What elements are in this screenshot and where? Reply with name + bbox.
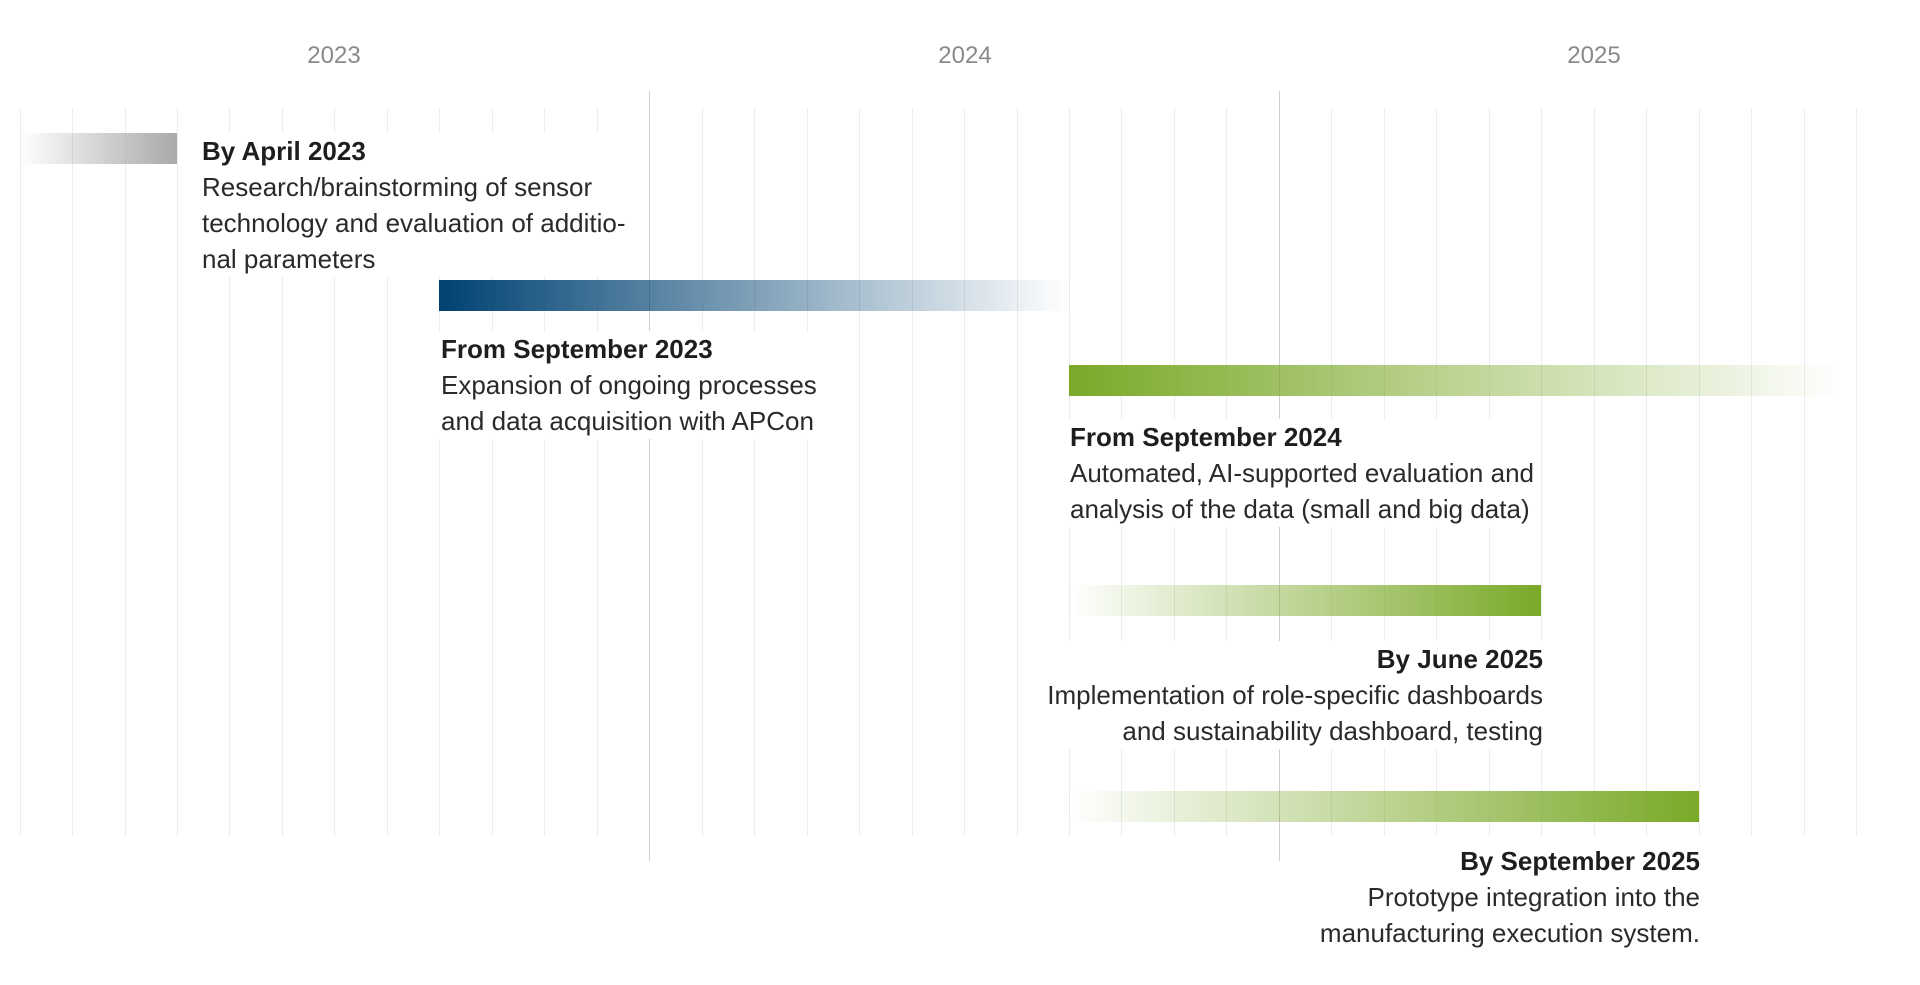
milestone-desc-line: and sustainability dashboard, testing [1122,716,1543,746]
milestone-title: By April 2023 [202,136,366,166]
milestone-bar-april-2023 [19,133,177,164]
year-label-2023: 2023 [307,42,361,69]
month-grid-line [701,108,703,836]
month-grid-line [1016,108,1018,836]
year-label-2025: 2025 [1567,42,1621,69]
milestone-text-september-2024: From September 2024 Automated, AI-suppor… [1064,419,1540,527]
milestone-desc-line: analysis of the data (small and big data… [1070,494,1530,524]
milestone-desc-line: Automated, AI-supported evaluation and [1070,458,1534,488]
milestone-bar-september-2024 [1069,365,1841,396]
month-grid-line [1803,108,1805,836]
month-grid-line [596,108,598,836]
month-grid-line [177,108,178,836]
milestone-desc-line: and data acquisition with APCon [441,406,814,436]
month-grid-line [334,108,336,836]
milestone-desc-line: manufacturing execution system. [1319,918,1700,948]
milestone-desc-line: Implementation of role-specific dashboar… [1047,680,1543,710]
milestone-text-april-2023: By April 2023 Research/brainstorming of … [196,133,632,277]
milestone-text-september-2025: By September 2025 Prototype integration … [1313,843,1706,951]
month-grid-line [859,108,861,836]
milestone-title: From September 2023 [441,334,713,364]
milestone-bar-september-2023 [439,280,1069,311]
milestone-desc-line: Expansion of ongoing processes [441,370,817,400]
month-grid-line [386,108,388,836]
milestone-bar-june-2025 [1069,585,1542,616]
milestone-desc-line: technology and evaluation of additio- [202,208,626,238]
milestone-text-june-2025: By June 2025 Implementation of role-spec… [1041,641,1549,749]
month-grid-line [806,108,808,836]
milestone-desc-line: Prototype integration into the [1367,882,1700,912]
month-grid-line [439,108,441,836]
milestone-title: By June 2025 [1376,644,1543,674]
month-grid-line [491,108,493,836]
month-grid-line [1541,108,1543,836]
month-grid-line [544,108,546,836]
month-grid-line [964,108,966,836]
month-grid-line [1593,108,1595,836]
month-grid-line [281,108,283,836]
year-divider-line [649,91,651,861]
milestone-desc-line: nal parameters [202,244,376,274]
milestone-title: By September 2025 [1460,846,1700,876]
milestone-title: From September 2024 [1070,422,1342,452]
year-label-2024: 2024 [938,42,992,69]
month-grid-line [229,108,231,836]
milestone-bar-september-2025 [1069,791,1699,822]
milestone-desc-line: Research/brainstorming of sensor [202,172,593,202]
month-grid-line [1698,108,1700,836]
month-grid-line [19,108,21,836]
month-grid-line [911,108,913,836]
month-grid-line [754,108,756,836]
month-grid-line [124,108,126,836]
month-grid-line [1646,108,1648,836]
month-grid-line [1856,108,1858,836]
month-grid-line [72,108,74,836]
milestone-text-september-2023: From September 2023 Expansion of ongoing… [435,331,823,439]
month-grid-line [1751,108,1753,836]
